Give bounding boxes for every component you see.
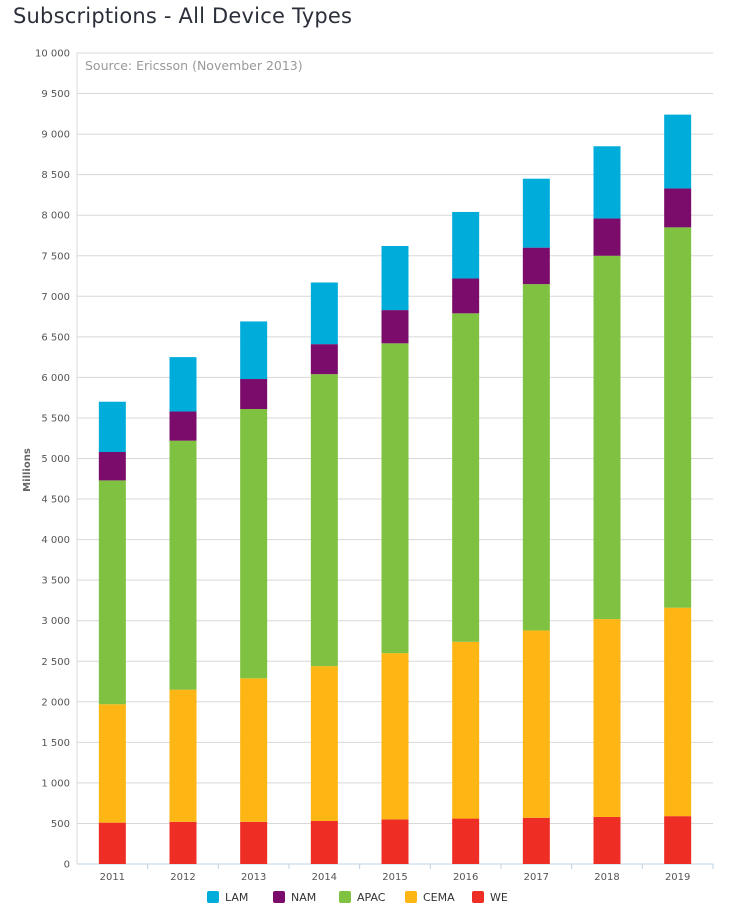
bar-nam-2014 <box>310 344 338 375</box>
y-tick-label: 5 000 <box>41 454 70 465</box>
y-tick-label: 6 000 <box>41 373 70 384</box>
y-tick-label: 9 000 <box>41 130 70 141</box>
legend-item-nam[interactable]: NAM <box>291 891 316 904</box>
bar-apac-2013 <box>240 409 268 679</box>
y-tick-label: 3 000 <box>41 616 70 627</box>
y-tick-label: 6 500 <box>41 332 70 343</box>
bar-apac-2018 <box>593 255 621 620</box>
bar-lam-2018 <box>593 146 621 219</box>
bar-nam-2017 <box>522 247 550 285</box>
legend-swatch-we[interactable] <box>472 891 484 903</box>
y-axis-label: Millions <box>22 448 33 492</box>
x-tick-label: 2017 <box>524 872 549 883</box>
bar-we-2011 <box>98 822 126 864</box>
bar-apac-2015 <box>381 343 409 654</box>
y-tick-label: 5 500 <box>41 413 70 424</box>
bar-nam-2013 <box>240 379 268 410</box>
x-tick-label: 2013 <box>241 872 266 883</box>
bar-apac-2011 <box>98 480 126 705</box>
y-tick-label: 500 <box>51 819 70 830</box>
bar-lam-2011 <box>98 401 126 453</box>
y-tick-label: 7 500 <box>41 251 70 262</box>
bar-cema-2018 <box>593 619 621 817</box>
y-tick-label: 2 500 <box>41 657 70 668</box>
y-tick-label: 8 500 <box>41 170 70 181</box>
legend-item-cema[interactable]: CEMA <box>423 891 455 904</box>
bar-we-2012 <box>169 821 197 864</box>
y-tick-label: 3 500 <box>41 576 70 587</box>
bar-cema-2015 <box>381 653 409 820</box>
bar-nam-2018 <box>593 218 621 256</box>
bar-cema-2016 <box>452 641 480 819</box>
y-tick-label: 10 000 <box>35 49 70 60</box>
y-tick-label: 1 000 <box>41 778 70 789</box>
bar-nam-2012 <box>169 411 197 441</box>
legend-swatch-lam[interactable] <box>207 891 219 903</box>
y-tick-label: 4 500 <box>41 495 70 506</box>
bar-lam-2012 <box>169 357 197 412</box>
bar-lam-2016 <box>452 211 480 279</box>
y-tick-label: 4 000 <box>41 535 70 546</box>
x-tick-label: 2014 <box>312 872 337 883</box>
y-tick-label: 8 000 <box>41 211 70 222</box>
bar-nam-2016 <box>452 278 480 314</box>
x-tick-label: 2011 <box>100 872 125 883</box>
x-tick-label: 2016 <box>453 872 478 883</box>
legend-item-lam[interactable]: LAM <box>225 891 248 904</box>
bar-lam-2013 <box>240 321 268 380</box>
bar-cema-2017 <box>522 630 550 818</box>
x-tick-label: 2019 <box>665 872 690 883</box>
bar-apac-2012 <box>169 440 197 690</box>
bar-cema-2014 <box>310 666 338 822</box>
bar-nam-2019 <box>664 188 692 228</box>
legend-swatch-apac[interactable] <box>339 891 351 903</box>
x-tick-label: 2012 <box>170 872 195 883</box>
bar-lam-2017 <box>522 178 550 248</box>
y-tick-label: 9 500 <box>41 89 70 100</box>
bar-we-2018 <box>593 816 621 864</box>
bar-we-2013 <box>240 821 268 864</box>
legend-item-apac[interactable]: APAC <box>357 891 386 904</box>
bar-apac-2019 <box>664 227 692 608</box>
legend-swatch-cema[interactable] <box>405 891 417 903</box>
bar-cema-2013 <box>240 678 268 822</box>
bar-we-2016 <box>452 818 480 864</box>
bar-apac-2014 <box>310 374 338 667</box>
bar-we-2015 <box>381 819 409 864</box>
bar-nam-2011 <box>98 452 126 481</box>
y-tick-label: 1 500 <box>41 738 70 749</box>
bar-apac-2016 <box>452 313 480 642</box>
bar-cema-2012 <box>169 689 197 822</box>
bar-nam-2015 <box>381 310 409 344</box>
bar-cema-2011 <box>98 704 126 823</box>
bar-lam-2015 <box>381 246 409 311</box>
bar-we-2017 <box>522 817 550 864</box>
legend-item-we[interactable]: WE <box>490 891 508 904</box>
y-tick-label: 7 000 <box>41 292 70 303</box>
x-tick-label: 2015 <box>382 872 407 883</box>
y-tick-label: 0 <box>64 860 70 871</box>
bar-lam-2014 <box>310 282 338 345</box>
y-tick-label: 2 000 <box>41 697 70 708</box>
chart-title: Subscriptions - All Device Types <box>13 4 353 28</box>
x-tick-label: 2018 <box>594 872 619 883</box>
bar-we-2014 <box>310 821 338 864</box>
bar-we-2019 <box>664 816 692 864</box>
bar-cema-2019 <box>664 607 692 817</box>
bar-apac-2017 <box>522 284 550 631</box>
bar-lam-2019 <box>664 114 692 189</box>
legend-swatch-nam[interactable] <box>273 891 285 903</box>
chart-subtitle: Source: Ericsson (November 2013) <box>85 58 303 73</box>
